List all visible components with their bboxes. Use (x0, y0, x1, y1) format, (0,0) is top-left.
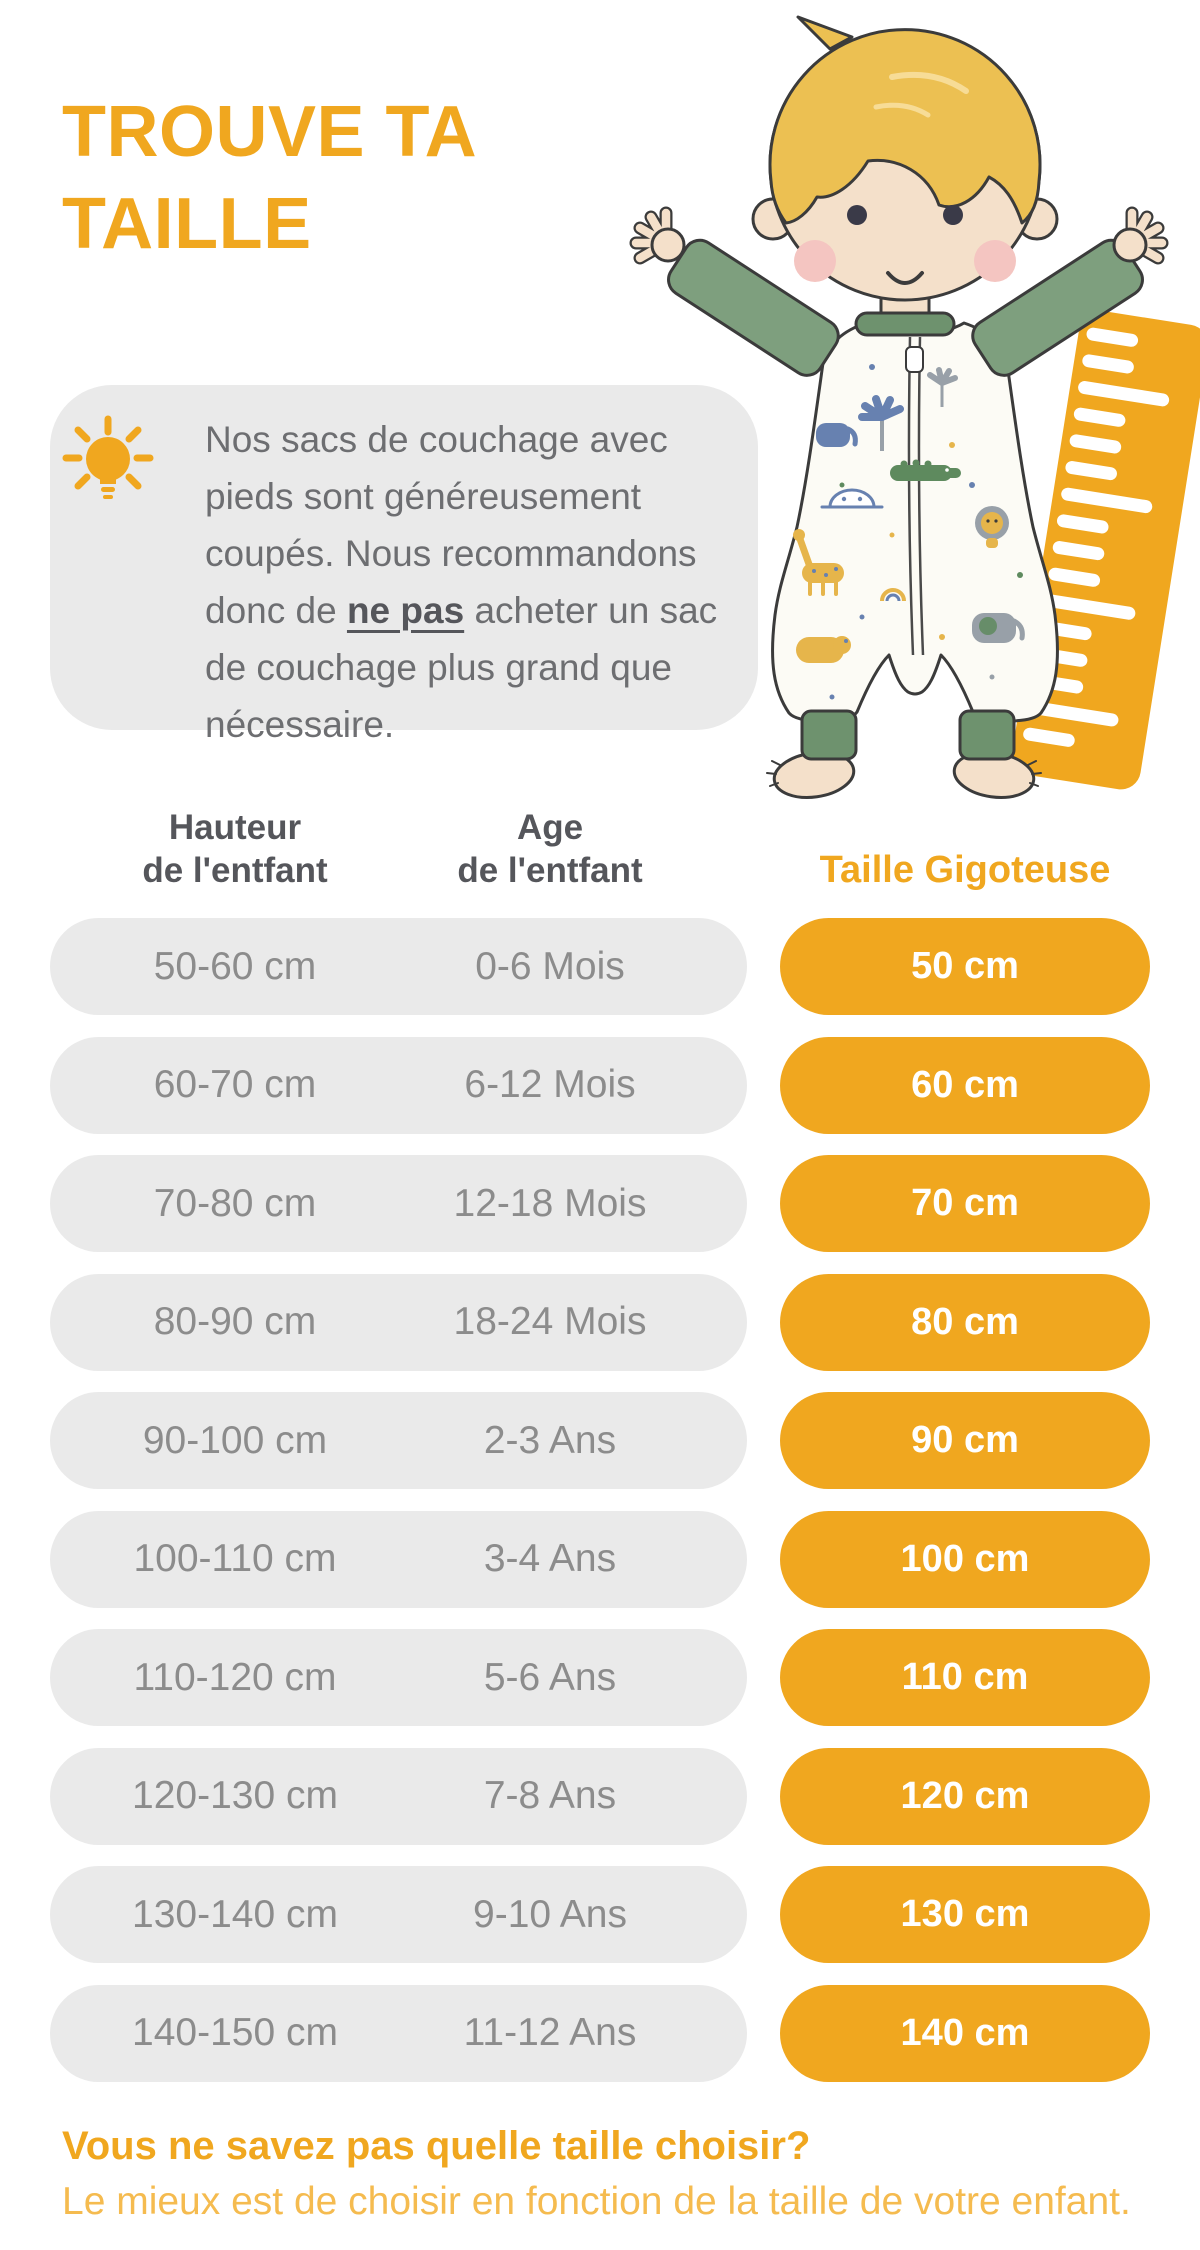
eye-left (847, 205, 867, 225)
mouth (886, 271, 924, 285)
height-value: 60-70 cm (153, 1063, 317, 1106)
header-age: Age de l'entfant (457, 808, 643, 890)
zipper (905, 336, 925, 656)
size-pill: 120 cm (780, 1747, 1150, 1845)
size-pill: 130 cm (780, 1866, 1150, 1963)
child-head (751, 15, 1059, 302)
height-age-pill: 80-90 cm 18-24 Mois (50, 1273, 747, 1371)
collar-trim (854, 311, 956, 337)
size-pill: 80 cm (780, 1273, 1150, 1371)
age-value: 7-8 Ans (483, 1774, 617, 1817)
footer-advice: Le mieux est de choisir en fonction de l… (62, 2180, 1131, 2223)
height-age-pill: 50-60 cm 0-6 Mois (50, 918, 747, 1015)
size-pill: 110 cm (780, 1629, 1150, 1726)
age-value: 5-6 Ans (483, 1655, 617, 1699)
age-value: 18-24 Mois (453, 1300, 647, 1343)
table-row: 130-140 cm 9-10 Ans 130 cm (50, 1866, 1150, 1963)
footer-question: Vous ne savez pas quelle taille choisir? (62, 2124, 811, 2168)
height-value: 50-60 cm (153, 944, 317, 988)
height-age-pill: 110-120 cm 5-6 Ans (50, 1629, 747, 1726)
note-part1: Nos sacs de couchage avec pieds sont gén… (205, 419, 697, 631)
note-text: Nos sacs de couchage avec pieds sont gén… (205, 411, 750, 753)
page-title: TROUVE TA TAILLE (62, 92, 478, 264)
age-value: 3-4 Ans (483, 1537, 617, 1580)
size-table: 50-60 cm 0-6 Mois 50 cm 60-70 cm 6-12 Mo… (50, 918, 1150, 2082)
table-row: 90-100 cm 2-3 Ans 90 cm (50, 1392, 1150, 1489)
height-value: 100-110 cm (133, 1537, 337, 1580)
table-row: 110-120 cm 5-6 Ans 110 cm (50, 1629, 1150, 1726)
height-age-pill: 120-130 cm 7-8 Ans (50, 1747, 747, 1845)
table-row: 140-150 cm 11-12 Ans 140 cm (50, 1984, 1150, 2082)
sleeve-left (667, 238, 840, 377)
height-value: 70-80 cm (153, 1181, 317, 1225)
age-value: 2-3 Ans (483, 1418, 617, 1462)
note-emphasis: ne pas (346, 590, 465, 631)
hair (768, 28, 1042, 225)
size-pill: 70 cm (780, 1155, 1150, 1252)
ruler-icon (1011, 310, 1200, 790)
size-pill: 140 cm (780, 1984, 1150, 2082)
cheek-left (794, 240, 836, 282)
age-value: 12-18 Mois (453, 1181, 647, 1225)
height-age-pill: 140-150 cm 11-12 Ans (50, 1984, 747, 2082)
size-pill: 50 cm (780, 918, 1150, 1015)
hair-spike (796, 15, 854, 51)
table-row: 80-90 cm 18-24 Mois 80 cm (50, 1273, 1150, 1371)
height-value: 110-120 cm (133, 1655, 337, 1699)
height-age-pill: 100-110 cm 3-4 Ans (50, 1510, 747, 1608)
age-value: 9-10 Ans (473, 1892, 627, 1936)
age-value: 11-12 Ans (463, 2011, 637, 2054)
size-pill: 100 cm (780, 1510, 1150, 1608)
table-row: 50-60 cm 0-6 Mois 50 cm (50, 918, 1150, 1015)
size-pill: 90 cm (780, 1392, 1150, 1489)
table-row: 120-130 cm 7-8 Ans 120 cm (50, 1747, 1150, 1845)
table-row: 60-70 cm 6-12 Mois 60 cm (50, 1036, 1150, 1134)
info-note-box: Nos sacs de couchage avec pieds sont gén… (50, 385, 758, 745)
ankle-cuff-left (800, 709, 858, 761)
age-value: 6-12 Mois (464, 1063, 636, 1106)
table-row: 70-80 cm 12-18 Mois 70 cm (50, 1155, 1150, 1252)
child-feet (766, 751, 1042, 799)
height-age-pill: 130-140 cm 9-10 Ans (50, 1866, 747, 1963)
hand-left (629, 206, 686, 265)
height-value: 90-100 cm (142, 1418, 328, 1462)
height-value: 120-130 cm (132, 1774, 338, 1817)
child-illustration (629, 15, 1200, 799)
cheek-right (974, 240, 1016, 282)
ankle-cuff-right (958, 709, 1016, 761)
age-value: 0-6 Mois (475, 944, 625, 988)
hand-right (1112, 206, 1169, 265)
header-size: Taille Gigoteuse (819, 849, 1111, 891)
height-value: 80-90 cm (153, 1300, 317, 1343)
height-age-pill: 60-70 cm 6-12 Mois (50, 1036, 747, 1134)
lightbulb-icon (62, 415, 154, 499)
header-height: Hauteur de l'entfant (142, 808, 328, 890)
table-row: 100-110 cm 3-4 Ans 100 cm (50, 1510, 1150, 1608)
height-value: 130-140 cm (132, 1892, 338, 1936)
animal-print-motifs (793, 364, 1025, 700)
note-part2: acheter un sac de couchage plus grand qu… (205, 590, 718, 745)
height-value: 140-150 cm (132, 2011, 338, 2054)
eye-right (943, 205, 963, 225)
height-age-pill: 90-100 cm 2-3 Ans (50, 1392, 747, 1489)
size-pill: 60 cm (780, 1036, 1150, 1134)
height-age-pill: 70-80 cm 12-18 Mois (50, 1155, 747, 1252)
